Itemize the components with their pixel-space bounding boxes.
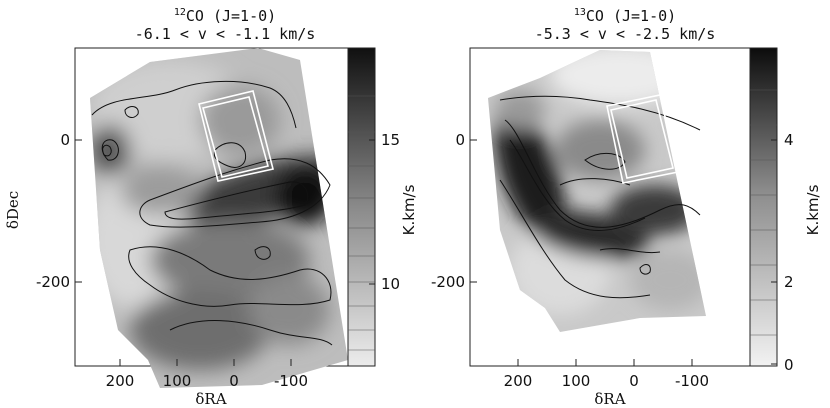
right-xtick-neg100: -100 (675, 372, 709, 390)
left-contours (91, 81, 333, 346)
left-panel: 200 100 0 -100 0 -200 δRA δDec 10 15 K.k… (4, 47, 418, 408)
left-xtick-neg100: -100 (274, 372, 308, 390)
left-colorbar-label: K.km/s (400, 184, 418, 235)
right-axis-ticks (470, 139, 693, 366)
right-title-molecule: CO (J=1-0) (585, 7, 677, 25)
right-colorbar-ticks (771, 139, 777, 365)
right-cbar-tick-4: 4 (784, 131, 794, 149)
left-yaxis-label: δDec (4, 191, 22, 229)
left-xaxis-label: δRA (195, 390, 226, 408)
left-ytick-neg200: -200 (36, 273, 70, 291)
right-panel-title: 13CO (J=1-0) -5.3 < v < -2.5 km/s (470, 4, 780, 43)
left-colorbar-ticks (369, 139, 375, 285)
left-xtick-200: 200 (106, 372, 135, 390)
left-colorbar (347, 47, 376, 367)
right-colorbar (749, 47, 778, 367)
left-xtick-0: 0 (229, 372, 239, 390)
right-colorbar-label: K.km/s (804, 184, 822, 235)
right-title-isotope: 13 (573, 7, 586, 18)
left-cbar-tick-10: 10 (381, 275, 400, 293)
left-title-range: -6.1 < v < -1.1 km/s (134, 25, 316, 43)
right-title-line1: 13CO (J=1-0) (470, 4, 780, 25)
right-xtick-100: 100 (562, 372, 591, 390)
right-xaxis-label: δRA (594, 390, 625, 408)
left-colorbar-bands (348, 95, 375, 351)
left-region-box (198, 90, 274, 182)
left-title-molecule: CO (J=1-0) (185, 7, 277, 25)
left-title-isotope: 12 (173, 7, 186, 18)
left-title-line1: 12CO (J=1-0) (75, 4, 375, 25)
left-xtick-100: 100 (163, 372, 192, 390)
right-title-range: -5.3 < v < -2.5 km/s (534, 25, 716, 43)
right-cbar-tick-0: 0 (784, 356, 794, 374)
right-xtick-0: 0 (629, 372, 639, 390)
right-region-box (606, 94, 679, 184)
left-ytick-0: 0 (60, 131, 70, 149)
right-panel: 200 100 0 -100 0 -200 δRA 0 2 4 K.km/s (431, 47, 822, 408)
left-cbar-tick-15: 15 (381, 131, 400, 149)
right-ytick-0: 0 (455, 131, 465, 149)
left-panel-title: 12CO (J=1-0) -6.1 < v < -1.1 km/s (75, 4, 375, 43)
right-colorbar-bands (750, 89, 777, 336)
left-axis-ticks (75, 139, 292, 366)
right-xtick-200: 200 (504, 372, 533, 390)
right-ytick-neg200: -200 (431, 273, 465, 291)
right-cbar-tick-2: 2 (784, 273, 794, 291)
